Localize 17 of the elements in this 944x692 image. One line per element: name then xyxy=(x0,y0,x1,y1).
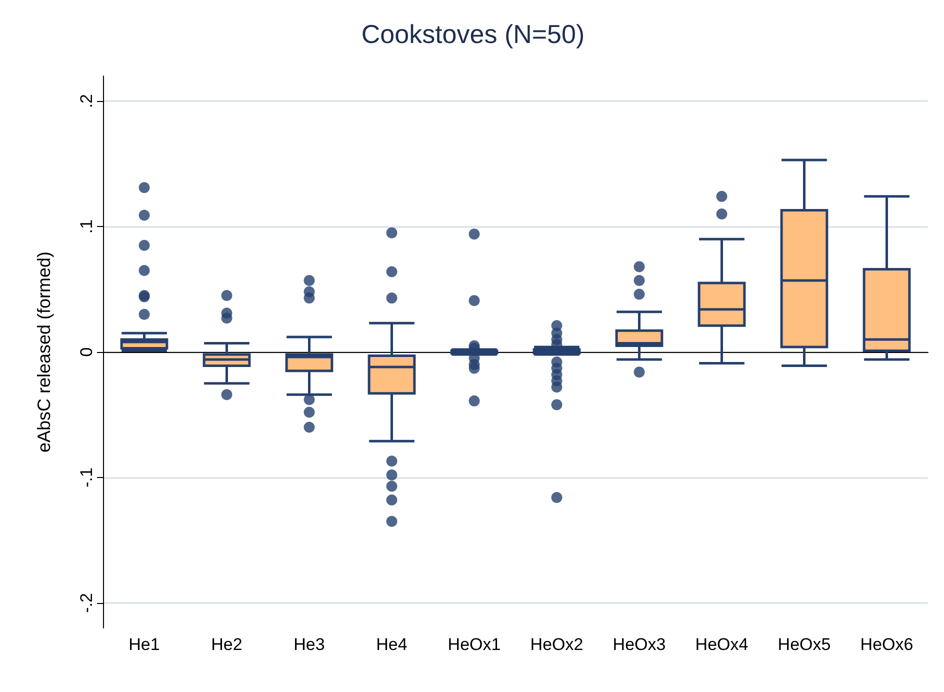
x-tick-label: HeOx6 xyxy=(860,635,914,654)
chart-title: Cookstoves (N=50) xyxy=(361,19,585,49)
x-tick-label: HeOx2 xyxy=(530,635,584,654)
x-tick-label: HeOx4 xyxy=(695,635,748,654)
y-tick-label: -.1 xyxy=(77,468,96,488)
x-tick-label: HeOx1 xyxy=(448,635,501,654)
x-tick-label: He2 xyxy=(211,635,242,654)
y-tick-label: 0 xyxy=(77,347,96,357)
y-tick-label: .1 xyxy=(77,219,96,234)
x-tick-label: He4 xyxy=(376,635,408,654)
x-tick-label: He1 xyxy=(128,635,160,654)
x-tick-label: He3 xyxy=(294,635,325,654)
x-tick-label: HeOx3 xyxy=(612,635,666,654)
x-tick-label: HeOx5 xyxy=(778,635,831,654)
y-tick-label: -.2 xyxy=(77,592,96,613)
y-tick-label: .2 xyxy=(77,94,96,108)
y-axis-title: eAbsC released (formed) xyxy=(34,251,54,453)
